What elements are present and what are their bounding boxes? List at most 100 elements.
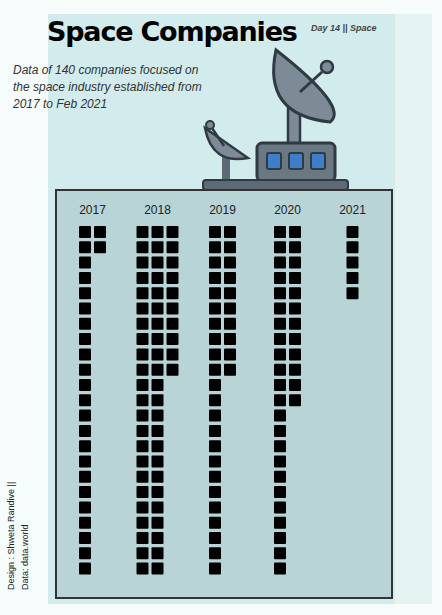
chart: Space CompaniesDay 14 || SpaceData of 14… <box>0 0 442 615</box>
unit-square <box>167 333 179 345</box>
unit-square <box>209 318 221 330</box>
right-panel <box>395 14 432 604</box>
unit-square <box>224 287 236 299</box>
unit-square <box>79 348 91 360</box>
unit-square <box>152 440 164 452</box>
unit-square <box>152 241 164 253</box>
unit-square <box>347 226 359 238</box>
unit-square <box>274 532 286 544</box>
units <box>79 226 359 575</box>
unit-square <box>274 226 286 238</box>
unit-square <box>79 517 91 529</box>
antenna-icon <box>203 50 348 190</box>
unit-square <box>137 333 149 345</box>
unit-square <box>224 364 236 376</box>
unit-square <box>274 318 286 330</box>
category-label: 2019 <box>209 203 236 217</box>
unit-square <box>137 318 149 330</box>
unit-square <box>167 287 179 299</box>
unit-square <box>137 440 149 452</box>
unit-square <box>289 364 301 376</box>
unit-square <box>289 379 301 391</box>
unit-square <box>209 532 221 544</box>
unit-square <box>137 563 149 575</box>
unit-square <box>152 226 164 238</box>
unit-square <box>224 257 236 269</box>
unit-square <box>79 226 91 238</box>
unit-square <box>209 394 221 406</box>
category-label: 2021 <box>339 203 366 217</box>
unit-square <box>224 318 236 330</box>
unit-square <box>152 547 164 559</box>
unit-square <box>79 440 91 452</box>
unit-square <box>79 394 91 406</box>
unit-square <box>347 272 359 284</box>
unit-square <box>137 501 149 513</box>
unit-square <box>274 410 286 422</box>
unit-square <box>209 364 221 376</box>
unit-square <box>274 272 286 284</box>
unit-square <box>152 379 164 391</box>
unit-square <box>274 364 286 376</box>
unit-square <box>209 440 221 452</box>
unit-square <box>79 532 91 544</box>
unit-square <box>347 257 359 269</box>
unit-square <box>79 547 91 559</box>
unit-square <box>79 486 91 498</box>
unit-square <box>137 287 149 299</box>
unit-square <box>209 563 221 575</box>
unit-square <box>79 272 91 284</box>
unit-square <box>79 364 91 376</box>
unit-square <box>209 486 221 498</box>
unit-square <box>209 272 221 284</box>
subtitle: the space industry established from <box>13 80 202 94</box>
unit-square <box>79 501 91 513</box>
unit-square <box>137 532 149 544</box>
unit-square <box>274 456 286 468</box>
unit-square <box>347 287 359 299</box>
unit-square <box>209 456 221 468</box>
unit-square <box>274 486 286 498</box>
unit-square <box>224 348 236 360</box>
unit-square <box>152 425 164 437</box>
unit-square <box>137 226 149 238</box>
unit-square <box>209 547 221 559</box>
title: Space Companies <box>47 16 297 47</box>
category-label: 2020 <box>274 203 301 217</box>
unit-square <box>79 333 91 345</box>
unit-square <box>137 456 149 468</box>
unit-square <box>289 394 301 406</box>
unit-square <box>274 303 286 315</box>
unit-square <box>274 287 286 299</box>
unit-square <box>224 241 236 253</box>
unit-square <box>79 456 91 468</box>
unit-square <box>79 318 91 330</box>
category-label: 2018 <box>144 203 171 217</box>
unit-square <box>137 517 149 529</box>
unit-square <box>152 456 164 468</box>
unit-square <box>289 333 301 345</box>
unit-square <box>137 272 149 284</box>
unit-square <box>289 226 301 238</box>
unit-square <box>289 287 301 299</box>
unit-square <box>137 425 149 437</box>
unit-square <box>224 303 236 315</box>
unit-square <box>167 303 179 315</box>
unit-square <box>152 471 164 483</box>
unit-square <box>152 364 164 376</box>
unit-square <box>209 517 221 529</box>
unit-square <box>137 394 149 406</box>
unit-square <box>274 379 286 391</box>
plot-frame <box>56 190 392 598</box>
unit-square <box>137 364 149 376</box>
unit-square <box>289 348 301 360</box>
credit: Design : Shweta Randive || <box>6 482 16 590</box>
unit-square <box>289 257 301 269</box>
unit-square <box>209 333 221 345</box>
icon-part <box>212 128 224 146</box>
tag: Day 14 || Space <box>311 23 377 33</box>
unit-square <box>152 394 164 406</box>
unit-square <box>274 563 286 575</box>
unit-square <box>152 501 164 513</box>
unit-square <box>79 563 91 575</box>
